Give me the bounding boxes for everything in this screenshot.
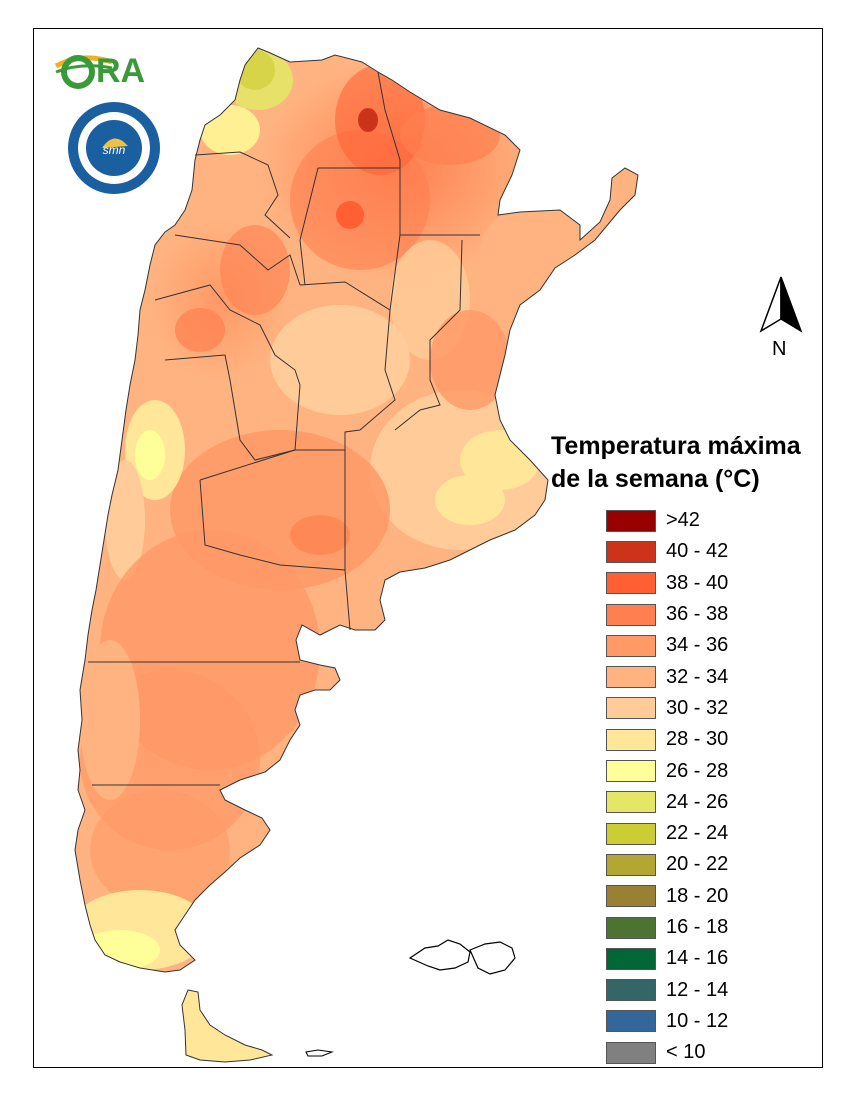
isla-de-los-estados — [305, 1049, 334, 1057]
legend-label: 10 - 12 — [666, 1009, 729, 1032]
legend-swatch — [606, 603, 656, 626]
legend-swatch — [606, 1041, 656, 1064]
legend-swatch — [606, 791, 656, 814]
province-borders — [88, 71, 480, 786]
legend-label: 28 - 30 — [666, 728, 729, 751]
legend-label: 40 - 42 — [666, 540, 729, 563]
legend-swatch — [606, 728, 656, 751]
legend-label: < 10 — [666, 1041, 706, 1064]
legend-item: < 10 — [606, 1037, 728, 1068]
legend-item: >42 — [606, 505, 728, 536]
svg-text:smn: smn — [103, 143, 126, 157]
legend-label: 38 - 40 — [666, 571, 729, 594]
legend-label: 32 - 34 — [666, 665, 729, 688]
smn-seal-logo: smn — [68, 102, 160, 194]
svg-text:RA: RA — [96, 52, 145, 90]
legend-swatch — [606, 1010, 656, 1033]
legend-swatch — [606, 822, 656, 845]
legend-label: 16 - 18 — [666, 916, 729, 938]
legend-item: 12 - 14 — [606, 974, 728, 1005]
legend-item: 18 - 20 — [606, 881, 728, 912]
legend-item: 40 - 42 — [606, 536, 728, 567]
legend-swatch — [606, 885, 656, 908]
legend-label: 14 - 16 — [666, 947, 729, 970]
legend-item: 32 - 34 — [606, 661, 728, 692]
legend-item: 30 - 32 — [606, 693, 728, 724]
legend-swatch — [606, 509, 656, 532]
legend-swatch — [606, 634, 656, 657]
legend-item: 22 - 24 — [606, 818, 728, 849]
legend-item: 20 - 22 — [606, 849, 728, 880]
tierra-del-fuego — [181, 989, 274, 1063]
legend-label: 34 - 36 — [666, 634, 729, 657]
legend-swatch — [606, 572, 656, 595]
legend-swatch — [606, 540, 656, 563]
legend-item: 38 - 40 — [606, 568, 728, 599]
legend-title-line1: Temperatura máxima — [551, 432, 801, 460]
legend-label: 24 - 26 — [666, 790, 729, 813]
legend-item: 26 - 28 — [606, 755, 728, 786]
legend-label: 30 - 32 — [666, 696, 729, 719]
legend-title: Temperatura máxima de la semana (°C) — [551, 430, 801, 496]
legend-item: 36 - 38 — [606, 599, 728, 630]
legend-label: 26 - 28 — [666, 759, 729, 782]
legend-label: 22 - 24 — [666, 822, 729, 845]
legend-swatch — [606, 979, 656, 1002]
country-outline — [74, 47, 639, 973]
north-arrow-icon — [759, 276, 803, 333]
legend-swatch — [606, 697, 656, 720]
north-label: N — [772, 338, 787, 360]
legend-item: 34 - 36 — [606, 630, 728, 661]
legend-item: 24 - 26 — [606, 787, 728, 818]
legend-swatch — [606, 666, 656, 689]
legend-item: 16 - 18 — [606, 912, 728, 943]
malvinas-islands — [408, 939, 516, 975]
legend-swatch — [606, 916, 656, 939]
map-frame — [33, 28, 823, 1068]
legend-swatch — [606, 947, 656, 970]
legend-swatch — [606, 853, 656, 876]
legend-label: >42 — [666, 509, 700, 532]
legend-title-line2: de la semana (°C) — [551, 465, 760, 493]
legend-swatch — [606, 760, 656, 783]
legend-label: 36 - 38 — [666, 603, 729, 626]
legend-item: 10 - 12 — [606, 1006, 728, 1037]
legend-item: 28 - 30 — [606, 724, 728, 755]
ora-logo: RA — [54, 52, 145, 90]
legend-label: 20 - 22 — [666, 853, 729, 876]
legend-label: 18 - 20 — [666, 884, 729, 907]
legend-item: 14 - 16 — [606, 943, 728, 974]
legend-label: 12 - 14 — [666, 978, 729, 1001]
legend: >42 40 - 42 38 - 40 36 - 38 34 - 36 32 - 34 30… — [606, 505, 728, 1068]
